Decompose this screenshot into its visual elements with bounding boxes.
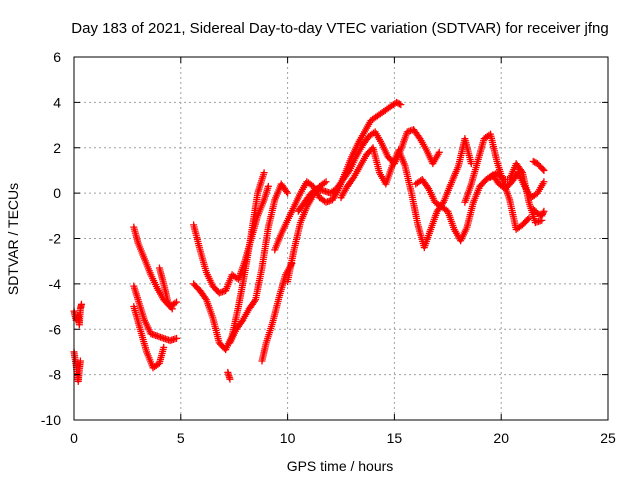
x-tick-label: 0 bbox=[70, 430, 78, 446]
data-point bbox=[524, 215, 532, 223]
x-tick-label: 5 bbox=[177, 430, 185, 446]
y-tick-label: -2 bbox=[49, 231, 62, 247]
data-point bbox=[250, 297, 258, 305]
chart-title: Day 183 of 2021, Sidereal Day-to-day VTE… bbox=[71, 20, 608, 37]
data-point bbox=[168, 305, 176, 313]
y-tick-label: 6 bbox=[53, 49, 61, 65]
data-point bbox=[540, 178, 548, 186]
data-point bbox=[538, 210, 546, 218]
data-point bbox=[435, 148, 443, 156]
data-point bbox=[517, 167, 525, 175]
data-point bbox=[498, 174, 506, 182]
x-axis-label: GPS time / hours bbox=[287, 458, 394, 474]
data-point bbox=[77, 300, 85, 308]
data-point bbox=[173, 298, 181, 306]
data-point bbox=[320, 179, 328, 187]
x-tick-label: 15 bbox=[387, 430, 403, 446]
data-point bbox=[322, 178, 330, 186]
x-tick-labels: 0 5 10 15 20 25 bbox=[70, 430, 616, 446]
x-tick-label: 20 bbox=[493, 430, 509, 446]
data-point bbox=[540, 207, 548, 215]
data-point bbox=[264, 182, 272, 190]
x-tick-label: 10 bbox=[280, 430, 296, 446]
data-points bbox=[70, 98, 548, 385]
y-tick-label: -8 bbox=[49, 367, 62, 383]
data-point bbox=[538, 212, 546, 220]
data-point bbox=[260, 169, 268, 177]
data-point bbox=[284, 189, 292, 197]
y-tick-label: -6 bbox=[49, 321, 62, 337]
y-tick-label: -4 bbox=[49, 276, 62, 292]
data-point bbox=[226, 375, 234, 383]
data-point bbox=[171, 299, 179, 307]
data-point bbox=[173, 334, 181, 342]
data-point bbox=[397, 101, 405, 109]
data-point bbox=[540, 166, 548, 174]
y-tick-label: 2 bbox=[53, 140, 61, 156]
y-tick-labels: -10 -8 -6 -4 -2 0 2 4 6 bbox=[41, 49, 61, 428]
data-point bbox=[201, 294, 209, 302]
y-tick-label: -10 bbox=[41, 412, 61, 428]
x-tick-label: 25 bbox=[600, 430, 616, 446]
data-point bbox=[395, 100, 403, 108]
grid-lines bbox=[74, 57, 608, 420]
y-tick-label: 0 bbox=[53, 185, 61, 201]
data-point bbox=[160, 343, 168, 351]
axis-ticks bbox=[73, 56, 609, 421]
data-point bbox=[76, 357, 84, 365]
y-tick-label: 4 bbox=[53, 94, 61, 110]
data-point bbox=[539, 209, 547, 217]
data-point bbox=[283, 188, 291, 196]
data-point bbox=[539, 165, 547, 173]
y-axis-label: SDTVAR / TECUs bbox=[5, 183, 21, 295]
